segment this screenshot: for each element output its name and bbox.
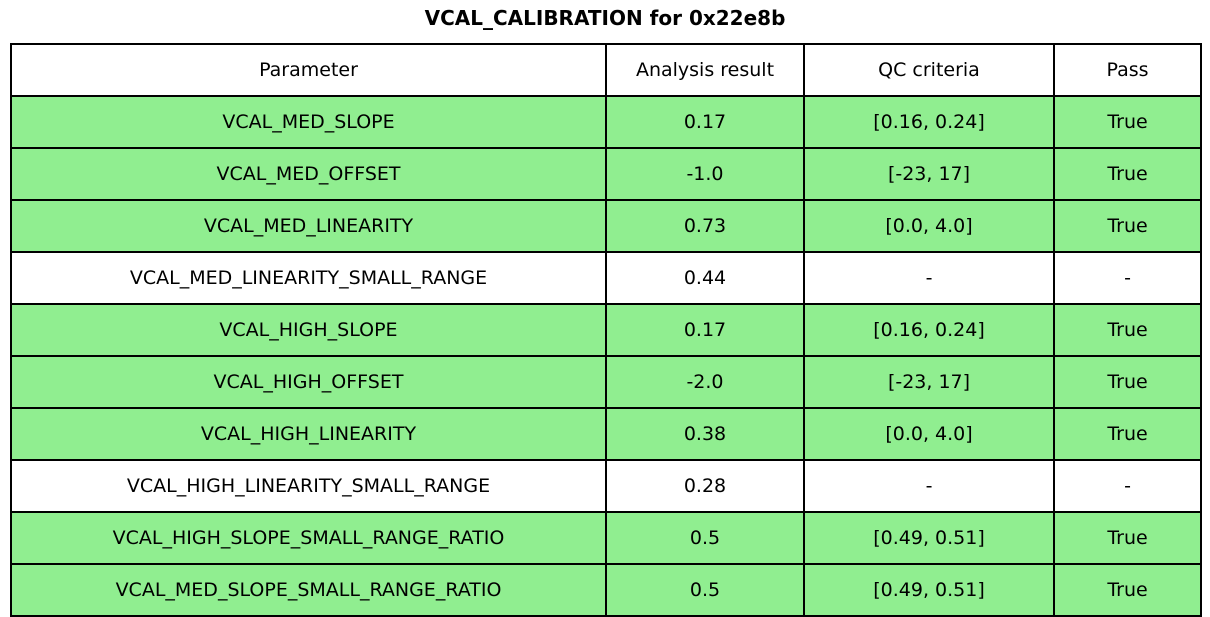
pass-cell: - [1053,251,1202,305]
qc-cell: [0.49, 0.51] [803,563,1055,617]
param-cell: VCAL_HIGH_SLOPE_SMALL_RANGE_RATIO [10,511,607,565]
pass-cell: True [1053,95,1202,149]
qc-cell: [0.49, 0.51] [803,511,1055,565]
qc-cell: [0.16, 0.24] [803,303,1055,357]
pass-cell: True [1053,199,1202,253]
column-header-analysis-result: Analysis result [605,43,805,97]
result-cell: 0.38 [605,407,805,461]
qc-results-table: Parameter Analysis result QC criteria Pa… [10,43,1202,617]
result-cell: 0.5 [605,563,805,617]
table-row: VCAL_HIGH_LINEARITY_SMALL_RANGE 0.28- - [10,459,1202,513]
qc-cell: [-23, 17] [803,147,1055,201]
column-header-pass: Pass [1053,43,1202,97]
result-cell: 0.17 [605,303,805,357]
column-header-qc-criteria: QC criteria [803,43,1055,97]
qc-cell: [0.0, 4.0] [803,199,1055,253]
result-cell: 0.5 [605,511,805,565]
table-row: VCAL_HIGH_OFFSET -2.0 [-23, 17] True [10,355,1202,409]
param-cell: VCAL_MED_LINEARITY_SMALL_RANGE [10,251,607,305]
param-cell: VCAL_MED_SLOPE_SMALL_RANGE_RATIO [10,563,607,617]
param-cell: VCAL_HIGH_SLOPE [10,303,607,357]
table-row: VCAL_MED_OFFSET -1.0 [-23, 17] True [10,147,1202,201]
table-row: VCAL_MED_LINEARITY_SMALL_RANGE 0.44- - [10,251,1202,305]
table-row: VCAL_MED_SLOPE 0.17 [0.16, 0.24] True [10,95,1202,149]
table-header-row: Parameter Analysis result QC criteria Pa… [10,43,1202,97]
result-cell: 0.28 [605,459,805,513]
qc-cell: [-23, 17] [803,355,1055,409]
param-cell: VCAL_HIGH_OFFSET [10,355,607,409]
pass-cell: True [1053,407,1202,461]
result-cell: 0.17 [605,95,805,149]
column-header-parameter: Parameter [10,43,607,97]
figure-title: VCAL_CALIBRATION for 0x22e8b [424,6,786,30]
param-cell: VCAL_HIGH_LINEARITY_SMALL_RANGE [10,459,607,513]
param-cell: VCAL_HIGH_LINEARITY [10,407,607,461]
qc-cell: - [803,251,1055,305]
qc-cell: - [803,459,1055,513]
table-row: VCAL_MED_SLOPE_SMALL_RANGE_RATIO 0.5 [0.49… [10,563,1202,617]
pass-cell: True [1053,303,1202,357]
pass-cell: True [1053,563,1202,617]
table-body: VCAL_MED_SLOPE 0.17 [0.16, 0.24] True VCAL_M… [10,95,1202,617]
table-row: VCAL_HIGH_LINEARITY 0.38 [0.0, 4.0] True [10,407,1202,461]
table-row: VCAL_HIGH_SLOPE 0.17 [0.16, 0.24] True [10,303,1202,357]
param-cell: VCAL_MED_OFFSET [10,147,607,201]
qc-cell: [0.0, 4.0] [803,407,1055,461]
param-cell: VCAL_MED_SLOPE [10,95,607,149]
result-cell: 0.73 [605,199,805,253]
result-cell: -2.0 [605,355,805,409]
table-row: VCAL_HIGH_SLOPE_SMALL_RANGE_RATIO 0.5 [0.4… [10,511,1202,565]
pass-cell: True [1053,511,1202,565]
param-cell: VCAL_MED_LINEARITY [10,199,607,253]
result-cell: 0.44 [605,251,805,305]
pass-cell: True [1053,355,1202,409]
pass-cell: - [1053,459,1202,513]
result-cell: -1.0 [605,147,805,201]
qc-cell: [0.16, 0.24] [803,95,1055,149]
pass-cell: True [1053,147,1202,201]
qc-table-figure: VCAL_CALIBRATION for 0x22e8b Parameter A… [10,6,1202,617]
table-row: VCAL_MED_LINEARITY 0.73 [0.0, 4.0] True [10,199,1202,253]
